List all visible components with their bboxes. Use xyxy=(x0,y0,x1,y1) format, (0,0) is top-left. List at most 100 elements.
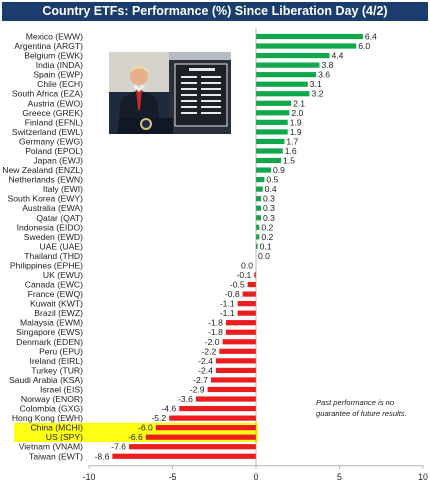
bar xyxy=(195,396,256,402)
value-label: 0.1 xyxy=(260,241,272,251)
bar xyxy=(242,291,256,297)
category-label: Mexico (EWW) xyxy=(26,32,83,42)
category-label: Hong Kong (EWH) xyxy=(12,413,83,423)
value-label: 3.8 xyxy=(321,60,333,70)
bar xyxy=(256,157,282,164)
category-label: Finland (EFNL) xyxy=(25,117,83,127)
value-label: -6.6 xyxy=(128,432,143,442)
value-label: -2.0 xyxy=(205,337,220,347)
bar xyxy=(256,91,310,97)
category-label: Philippines (EPHE) xyxy=(10,260,83,270)
category-label: Qatar (QAT) xyxy=(36,213,83,223)
category-label: Taiwan (EWT) xyxy=(29,451,83,461)
category-label: India (INDA) xyxy=(36,60,83,70)
category-label: Australia (EWA) xyxy=(22,203,83,213)
value-label: 0.3 xyxy=(263,213,275,223)
bar xyxy=(256,167,272,173)
bar xyxy=(256,100,292,106)
bar xyxy=(256,81,308,87)
value-label: -2.7 xyxy=(193,375,208,385)
value-label: 2.1 xyxy=(293,98,305,108)
category-label: Kuwait (KWT) xyxy=(30,299,83,309)
value-label: 3.1 xyxy=(310,79,322,89)
bar xyxy=(256,215,262,221)
bar xyxy=(112,453,256,459)
bar xyxy=(256,177,265,183)
category-label: Colombia (GXG) xyxy=(19,404,83,414)
bar xyxy=(256,52,330,59)
value-label: -1.8 xyxy=(208,318,223,328)
bar xyxy=(237,301,256,307)
bar xyxy=(129,444,256,450)
category-label: Spain (EWP) xyxy=(33,70,83,80)
category-label: South Africa (EZA) xyxy=(12,89,83,99)
bar xyxy=(225,329,256,335)
x-tick-label: -10 xyxy=(83,472,96,482)
category-label: Norway (ENOR) xyxy=(21,394,83,404)
value-label: 2.0 xyxy=(291,108,303,118)
bar xyxy=(237,310,256,316)
footnote: Past performance is no guarantee of futu… xyxy=(316,398,407,418)
category-label: Brazil (EWZ) xyxy=(34,308,83,318)
category-label: UK (EWU) xyxy=(43,270,83,280)
highlight-band xyxy=(14,432,258,442)
bar xyxy=(256,234,260,240)
category-label: China (MCHI) xyxy=(30,423,83,433)
category-label: Greece (GREK) xyxy=(22,108,83,118)
category-label: Ireland (EIRL) xyxy=(30,356,84,366)
bar xyxy=(179,405,256,412)
chart-title: Country ETFs: Performance (%) Since Libe… xyxy=(2,2,428,21)
category-label: France (EWQ) xyxy=(28,289,84,299)
bar xyxy=(256,196,262,202)
bar xyxy=(247,281,256,288)
value-label: -2.9 xyxy=(190,384,205,394)
category-label: UAE (UAE) xyxy=(40,241,84,251)
value-label: 0.9 xyxy=(273,165,285,175)
bar xyxy=(210,377,256,383)
value-label: 0.2 xyxy=(261,232,273,242)
bar xyxy=(256,129,288,135)
bar xyxy=(155,425,256,431)
category-label: Singapore (EWS) xyxy=(16,327,83,337)
value-label: 1.9 xyxy=(290,117,302,127)
x-tick-label: 10 xyxy=(418,472,428,482)
bar xyxy=(256,243,258,249)
value-label: -0.1 xyxy=(237,270,252,280)
value-label: 1.9 xyxy=(290,127,302,137)
category-label: Vietnam (VNAM) xyxy=(19,442,83,452)
bar xyxy=(256,186,263,192)
category-label: Belgium (EWK) xyxy=(24,51,83,61)
bar xyxy=(225,320,256,326)
bar xyxy=(169,415,256,421)
category-label: Indonesia (EIDO) xyxy=(17,222,84,232)
value-label: 0.5 xyxy=(266,175,278,185)
bar xyxy=(256,33,363,40)
value-label: -6.0 xyxy=(138,423,153,433)
category-label: Argentina (ARGT) xyxy=(14,41,83,51)
bar xyxy=(256,110,290,116)
x-tick-label: 5 xyxy=(337,472,342,482)
category-label: New Zealand (ENZL) xyxy=(2,165,83,175)
category-label: South Korea (EWY) xyxy=(8,194,84,204)
bar xyxy=(256,72,317,78)
category-label: Malaysia (EWM) xyxy=(20,318,83,328)
category-label: US (SPY) xyxy=(46,432,83,442)
bar xyxy=(256,148,283,154)
value-label: 0.2 xyxy=(261,222,273,232)
value-label: -0.5 xyxy=(230,280,245,290)
value-label: -1.1 xyxy=(220,308,235,318)
category-label: Peru (EPU) xyxy=(39,346,83,356)
bar xyxy=(256,119,288,125)
value-label: -8.6 xyxy=(95,451,110,461)
value-label: -3.6 xyxy=(178,394,193,404)
bar xyxy=(256,43,357,49)
category-label: Sweden (EWD) xyxy=(24,232,83,242)
value-label: 0.3 xyxy=(263,203,275,213)
value-label: -1.8 xyxy=(208,327,223,337)
value-label: 0.0 xyxy=(258,251,270,261)
category-label: Netherlands (EWN) xyxy=(9,175,84,185)
bar xyxy=(256,224,260,230)
x-tick-label: 0 xyxy=(254,472,259,482)
value-label: 4.4 xyxy=(331,51,343,61)
category-label: Israel (EIS) xyxy=(40,384,83,394)
